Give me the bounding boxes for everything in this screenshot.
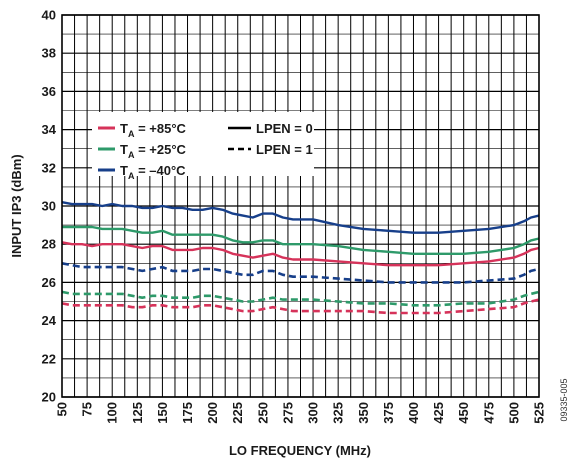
x-tick-label: 475 (481, 402, 496, 424)
x-axis-label: LO FREQUENCY (MHz) (229, 443, 371, 458)
series-line (61, 290, 540, 307)
legend: TA = +85°C TA = +25°C TA = –40°C LPEN = 0 LP… (92, 112, 314, 181)
y-tick-label: 30 (42, 199, 56, 214)
x-tick-label: 525 (532, 402, 547, 424)
x-tick-label: 500 (506, 402, 521, 424)
y-tick-label: 28 (42, 237, 56, 252)
y-tick-label: 36 (42, 84, 56, 99)
y-tick-label: 26 (42, 275, 56, 290)
x-tick-labels: 50 75 100 125 150 175 200 225 250 275 300 325 350 375… (55, 402, 547, 424)
plot-frame (61, 14, 540, 398)
legend-box (92, 112, 314, 176)
x-tick-label: 450 (456, 402, 471, 424)
y-tick-label: 22 (42, 351, 56, 366)
series-lines (61, 201, 540, 315)
series-line (61, 298, 540, 315)
series-line (61, 201, 540, 234)
y-axis-label: INPUT IP3 (dBm) (9, 154, 24, 257)
series-line (61, 241, 540, 267)
y-tick-label: 24 (42, 313, 57, 328)
x-tick-label: 250 (255, 402, 270, 424)
legend-label: TA = +25°C (120, 142, 187, 160)
x-tick-label: 125 (130, 402, 145, 424)
x-tick-label: 150 (155, 402, 170, 424)
y-tick-label: 32 (42, 160, 56, 175)
legend-label: TA = –40°C (120, 163, 186, 181)
x-tick-label: 225 (230, 402, 245, 424)
x-tick-label: 425 (431, 402, 446, 424)
x-tick-label: 375 (381, 402, 396, 424)
x-tick-label: 300 (306, 402, 321, 424)
figure-id: 09335-005 (559, 378, 569, 421)
y-tick-label: 20 (42, 390, 56, 405)
x-tick-label: 200 (205, 402, 220, 424)
x-tick-label: 350 (356, 402, 371, 424)
x-tick-label: 275 (280, 402, 295, 424)
x-tick-label: 100 (105, 402, 120, 424)
legend-label: LPEN = 0 (256, 121, 313, 136)
x-tick-label: 75 (80, 402, 95, 416)
x-tick-label: 175 (180, 402, 195, 424)
y-tick-label: 34 (42, 122, 57, 137)
series-line (62, 225, 540, 255)
x-tick-label: 400 (406, 402, 421, 424)
y-tick-label: 38 (42, 46, 56, 61)
legend-label: LPEN = 1 (256, 142, 313, 157)
series-line (61, 262, 540, 284)
x-tick-label: 325 (331, 402, 346, 424)
x-tick-label: 50 (55, 402, 70, 416)
y-tick-labels: 20 22 24 26 28 30 32 34 36 38 40 (42, 8, 57, 405)
y-tick-label: 40 (42, 8, 56, 23)
legend-label: TA = +85°C (120, 121, 187, 139)
